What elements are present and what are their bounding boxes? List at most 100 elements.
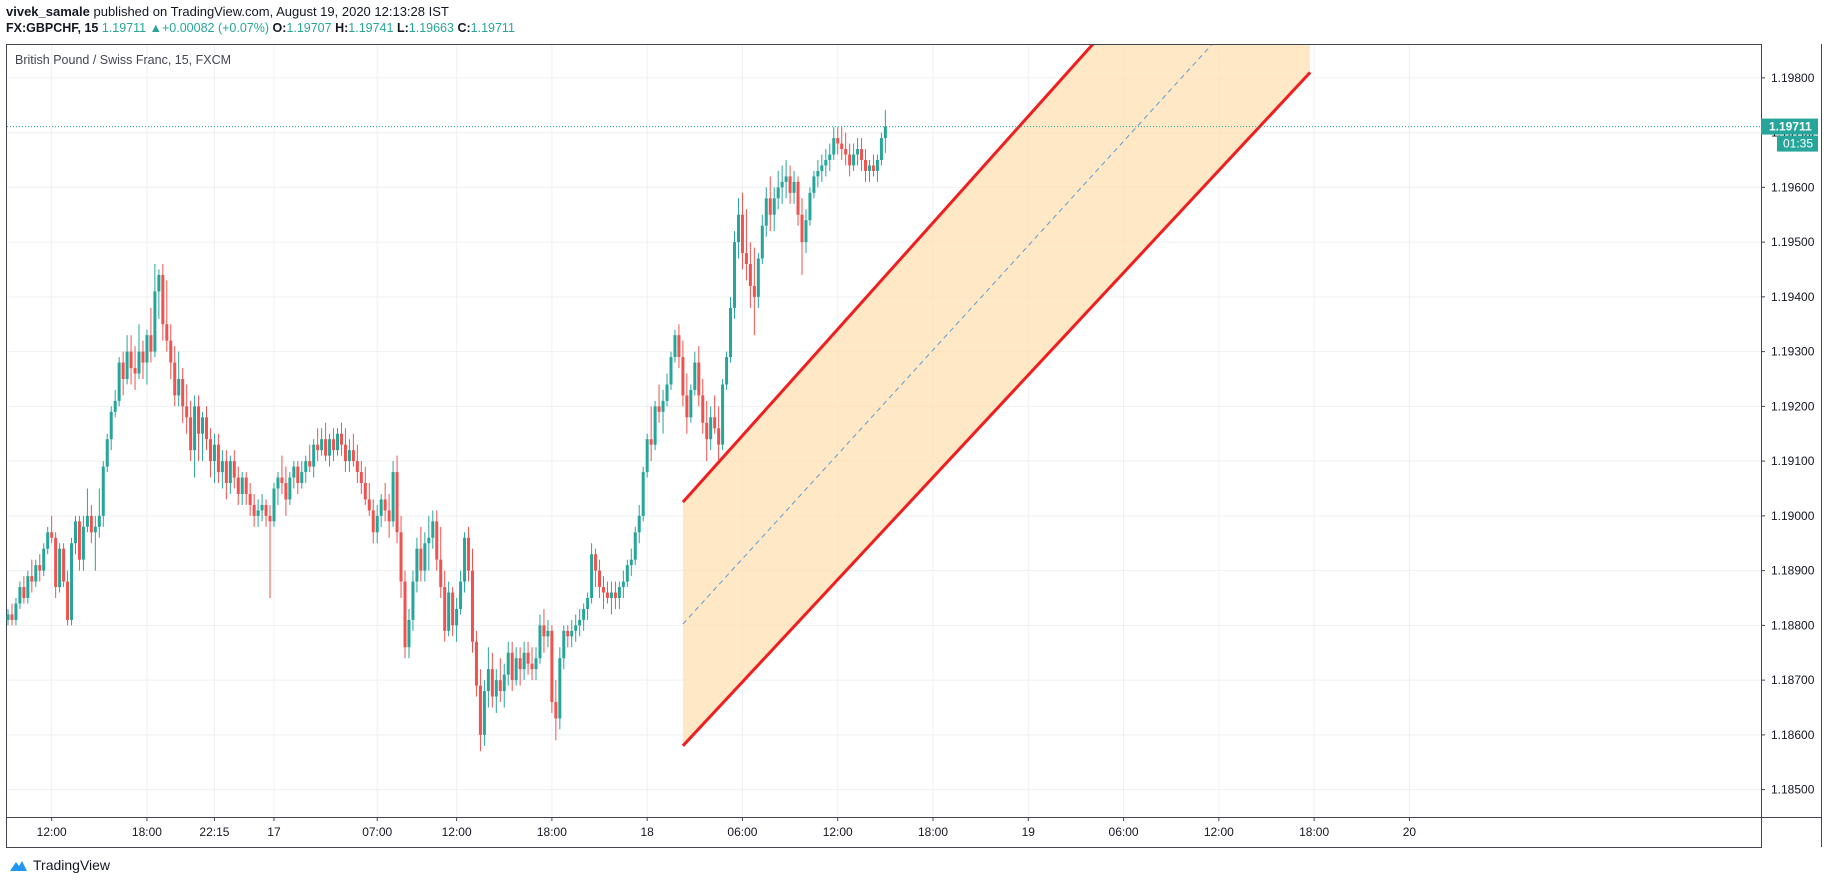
price-tick-label: 1.19000 <box>1771 509 1815 523</box>
brand-name: TradingView <box>33 857 111 873</box>
candle-body <box>558 658 562 719</box>
candle-body <box>860 149 864 160</box>
candle-body <box>339 433 343 445</box>
candle-body <box>518 658 522 670</box>
candle-body <box>149 335 153 352</box>
regression-channel[interactable] <box>681 0 1312 747</box>
time-tick-label: 12:00 <box>823 825 853 839</box>
grid-lines <box>7 45 1761 817</box>
price-tick-label: 1.18600 <box>1771 728 1815 742</box>
candle-body <box>26 576 30 598</box>
candle-body <box>530 663 534 670</box>
candle-body <box>828 154 832 160</box>
candle-body <box>788 176 792 193</box>
candle-body <box>268 515 272 522</box>
candle-body <box>101 466 105 516</box>
candle-body <box>736 214 740 243</box>
candle-body <box>808 192 812 221</box>
channel-fill <box>682 45 1311 746</box>
candle-body <box>411 581 415 620</box>
candle-body <box>304 461 308 473</box>
price-tick-label: 1.18700 <box>1771 673 1815 687</box>
candle-body <box>864 159 868 171</box>
price-tick-label: 1.19100 <box>1771 454 1815 468</box>
candle-body <box>562 630 566 659</box>
candle-body <box>105 439 109 467</box>
candle-body <box>431 521 435 538</box>
candle-body <box>435 521 439 560</box>
candle-body <box>629 559 633 566</box>
author-name[interactable]: vivek_samale <box>6 4 90 19</box>
candle-body <box>228 461 232 484</box>
last-price-badge <box>1761 118 1818 135</box>
candle-body <box>554 702 558 719</box>
candle-body <box>359 472 363 484</box>
footer-branding[interactable]: TradingView <box>6 857 110 873</box>
candle-body <box>375 515 379 533</box>
candle-body <box>764 198 768 226</box>
candle-body <box>181 378 185 407</box>
candle-body <box>117 362 121 401</box>
candle-body <box>113 400 117 412</box>
candle-body <box>447 592 451 631</box>
time-tick-label: 17 <box>267 825 281 839</box>
candle-body <box>613 592 617 598</box>
time-tick-label: 20 <box>1403 825 1417 839</box>
candle-body <box>336 433 340 451</box>
time-tick-label: 19 <box>1022 825 1036 839</box>
candle-body <box>185 406 189 418</box>
time-tick-label: 12:00 <box>1204 825 1234 839</box>
candle-body <box>10 614 14 620</box>
time-tick-label: 18:00 <box>1299 825 1329 839</box>
candle-body <box>693 362 697 390</box>
time-axis[interactable]: 12:00 18:00 22:15 17 07:00 12:00 18:00 18 06:00 1… <box>37 817 1417 839</box>
candle-body <box>510 652 514 681</box>
candle-body <box>288 477 292 500</box>
time-tick-label: 22:15 <box>199 825 229 839</box>
candle-body <box>42 548 46 571</box>
candle-body <box>137 351 141 374</box>
candle-body <box>609 592 613 598</box>
time-tick-label: 12:00 <box>442 825 472 839</box>
candle-body <box>538 625 542 659</box>
candle-body <box>768 198 772 215</box>
candle-body <box>439 559 443 588</box>
candle-body <box>740 214 744 254</box>
candle-body <box>820 165 824 171</box>
candle-body <box>81 526 85 560</box>
candle-body <box>677 335 681 358</box>
candle-body <box>236 477 240 494</box>
candle-body <box>383 499 387 511</box>
candle-body <box>363 483 367 500</box>
candle-body <box>232 461 236 478</box>
candle-body <box>645 439 649 473</box>
tradingview-cloud-icon <box>10 861 27 871</box>
candle-body <box>494 680 498 697</box>
candle-body <box>14 603 18 620</box>
candle-body <box>189 417 193 451</box>
candle-body <box>224 461 228 484</box>
candle-body <box>594 554 598 571</box>
candle-body <box>312 444 316 467</box>
candle-body <box>752 285 756 297</box>
candle-body <box>85 515 89 527</box>
countdown-badge <box>1777 135 1818 152</box>
candle-body <box>463 537 467 582</box>
candle-body <box>701 395 705 423</box>
candle-body <box>347 450 351 462</box>
candle-body <box>371 510 375 533</box>
published-text: published on TradingView.com, August 19,… <box>93 4 449 19</box>
candle-body <box>637 515 641 533</box>
candle-body <box>602 587 605 593</box>
candle-body <box>717 428 721 445</box>
candle-body <box>165 324 169 341</box>
candle-body <box>459 581 463 609</box>
candle-body <box>141 351 145 363</box>
candle-body <box>772 198 776 215</box>
candle-body <box>598 570 602 588</box>
candle-body <box>840 143 844 150</box>
candle-body <box>332 439 336 451</box>
last-price-value: 1.19711 <box>101 21 147 35</box>
price-axis[interactable]: 1.198001.197001.196001.195001.194001.193… <box>7 71 1818 797</box>
